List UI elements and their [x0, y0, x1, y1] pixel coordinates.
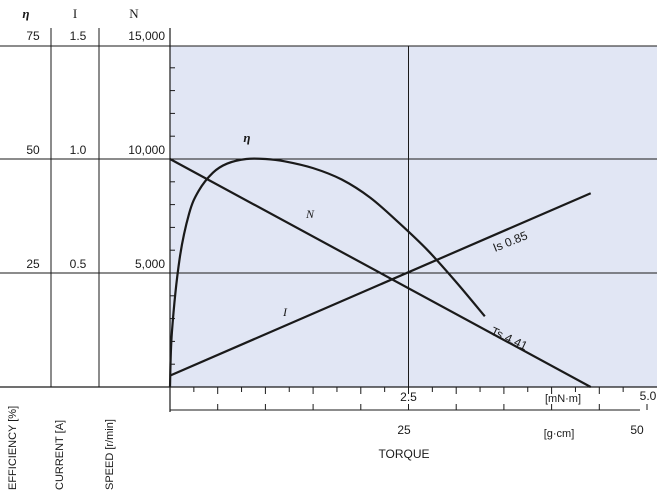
- current-symbol: I: [73, 6, 77, 21]
- current-tick-label: 1.0: [70, 143, 87, 157]
- x-axis-label: TORQUE: [378, 447, 429, 461]
- torque-mnm-unit: [mN·m]: [545, 393, 581, 405]
- current-tick-label: 0.5: [70, 257, 87, 271]
- speed-symbol: N: [129, 6, 139, 21]
- torque-gcm-unit: [g·cm]: [544, 428, 575, 440]
- efficiency-tick-label: 50: [26, 143, 40, 157]
- series-line-efficiency: [168, 157, 486, 388]
- efficiency-tick-label: 75: [26, 29, 40, 43]
- plot-area: [170, 46, 657, 387]
- series-label-efficiency: η: [243, 130, 250, 145]
- efficiency-tick-label: 25: [26, 257, 40, 271]
- series-line-speed: [169, 158, 592, 388]
- speed-tick-label: 10,000: [128, 143, 165, 157]
- current-axis-label: CURRENT [A]: [54, 420, 66, 490]
- series-label-current: I: [282, 305, 288, 319]
- speed-axis-label: SPEED [r/min]: [104, 419, 116, 490]
- series-line-current: [169, 192, 592, 377]
- speed-tick-label: 15,000: [128, 29, 165, 43]
- speed-tick-label: 5,000: [135, 257, 165, 271]
- torque-gcm-tick-label: 25: [397, 423, 411, 437]
- efficiency-axis-label: EFFICIENCY [%]: [7, 406, 19, 490]
- torque-mnm-tick-label: 5.0: [640, 389, 657, 403]
- current-tick-label: 1.5: [70, 29, 87, 43]
- efficiency-symbol: η: [22, 6, 29, 21]
- torque-mnm-tick-label: 2.5: [400, 390, 417, 404]
- series-label-speed: N: [305, 207, 315, 221]
- torque-gcm-tick-label: 50: [630, 423, 644, 437]
